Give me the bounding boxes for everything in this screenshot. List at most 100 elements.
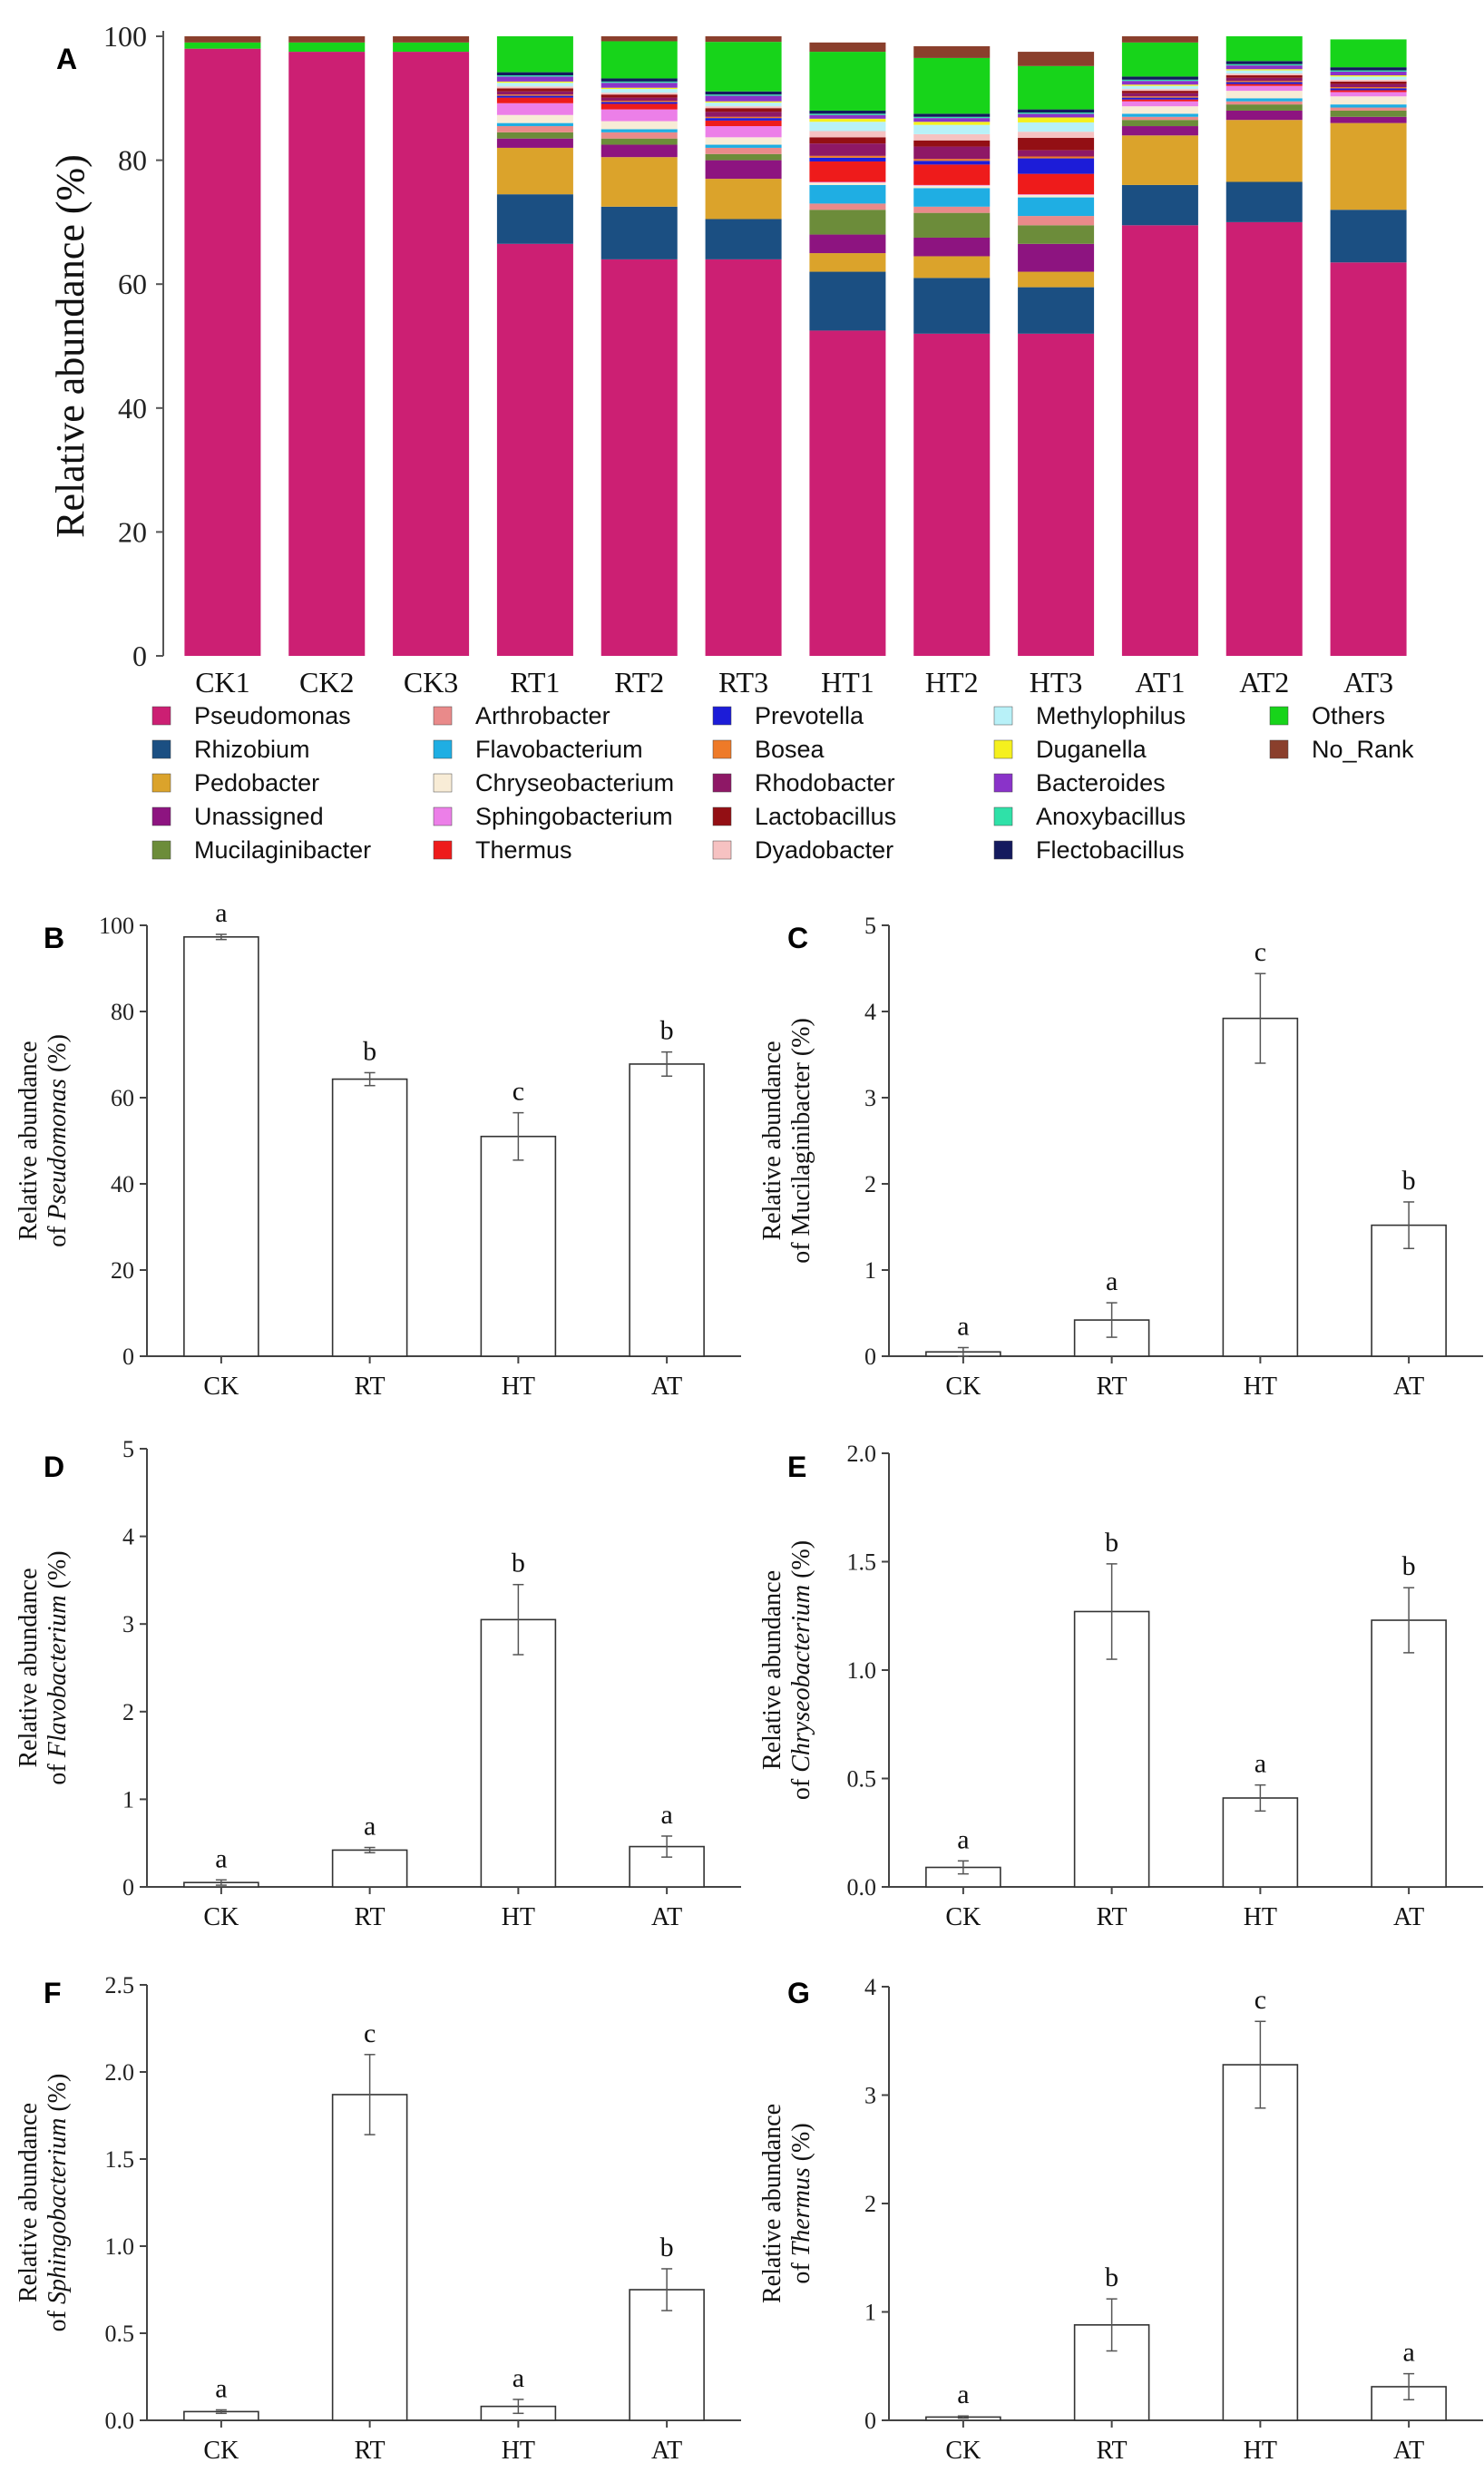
panel-a-bar-segment-rhodobacter	[600, 97, 678, 102]
panel-a-bar-segment-chryseobacterium	[496, 114, 573, 123]
panel-d-y-axis-label-prefix: of	[44, 1757, 72, 1784]
panel-a-bar-segment-unassigned	[496, 138, 573, 148]
panel-a-bar-segment-lactobacillus	[705, 108, 782, 112]
panel-a-bar-segment-no-rank	[184, 36, 261, 43]
panel-a-bar-segment-lactobacillus	[1018, 138, 1095, 151]
panel-e-bar	[1371, 1619, 1447, 1888]
panel-b-y-axis-label-taxon: Pseudomonas	[44, 1079, 72, 1221]
panel-d-significance-letter: b	[512, 1549, 525, 1578]
panel-g-y-axis-label-taxon: Thermus	[787, 2167, 815, 2256]
panel-e-y-tick-label: 0.5	[847, 1766, 877, 1793]
panel-a-bar-segment-unassigned	[913, 237, 991, 257]
legend-swatch-arthrobacter	[433, 706, 453, 726]
legend-label-bacteroides: Bacteroides	[1036, 769, 1166, 796]
panel-e-y-tick-label: 1.0	[847, 1657, 877, 1684]
panel-a-bar-segment-flectobacillus	[1121, 76, 1198, 80]
panel-c-y-tick-label: 0	[864, 1344, 876, 1370]
panel-a-bar-segment-others	[496, 36, 573, 73]
panel-a-bar-segment-rhodobacter	[496, 91, 573, 95]
panel-a-bar-segment-bosea	[809, 155, 886, 158]
panel-a-bar-segment-arthrobacter	[1121, 116, 1198, 121]
panel-a-bar-segment-duganella	[600, 87, 678, 90]
panel-b-bar	[629, 1063, 705, 1357]
panel-b-y-axis-label-line1: Relative abundance	[15, 1041, 43, 1240]
panel-d-y-axis-label-taxon: Flavobacterium	[44, 1595, 72, 1758]
panel-a-bar-segment-rhodobacter	[809, 143, 886, 156]
panel-g-y-axis-label-line1: Relative abundance	[758, 2104, 786, 2303]
legend-swatch-rhizobium	[151, 739, 171, 759]
panel-d-significance-letter: a	[364, 1812, 376, 1842]
panel-f-y-tick-label: 2.0	[105, 2059, 135, 2086]
panel-a-bar-segment-prevotella	[705, 118, 782, 121]
panel-a-bar-segment-methylophilus	[600, 89, 678, 93]
panel-f-category-label: HT	[502, 2437, 535, 2465]
panel-a-bar-segment-flectobacillus	[600, 78, 678, 82]
panel-a-bar-segment-anoxybacillus	[809, 113, 886, 115]
panel-f-significance-letter: b	[660, 2233, 674, 2262]
panel-d-y-tick-label: 1	[122, 1786, 134, 1813]
panel-b-y-axis-label-line2: of Pseudomonas (%)	[44, 1034, 72, 1247]
panel-a-bar-segment-rhizobium	[913, 278, 991, 334]
legend-swatch-chryseobacterium	[433, 773, 453, 793]
panel-a-bar-segment-duganella	[1018, 117, 1095, 122]
legend-swatch-duganella	[993, 739, 1013, 759]
panel-a-bar-segment-mucilaginibacter	[1018, 225, 1095, 244]
panel-f-category-label: CK	[203, 2437, 239, 2465]
panel-a-bar-segment-dyadobacter	[1330, 79, 1407, 82]
panel-c-y-axis-label-taxon: Mucilaginibacter	[787, 1062, 815, 1236]
panel-b-y-tick-label: 60	[111, 1085, 134, 1111]
panel-d-category-label: HT	[502, 1903, 535, 1931]
panel-a-bar-segment-thermus	[705, 120, 782, 127]
panel-f-significance-letter: a	[215, 2373, 227, 2403]
panel-a-bar-segment-prevotella	[809, 157, 886, 161]
panel-a-bar-segment-flavobacterium	[705, 144, 782, 148]
panel-d-y-tick-label: 5	[122, 1436, 134, 1462]
panel-a-bar-segment-lactobacillus	[600, 94, 678, 98]
legend-swatch-bacteroides	[993, 773, 1013, 793]
legend-swatch-pseudomonas	[151, 706, 171, 726]
panel-d-letter: D	[44, 1451, 64, 1483]
legend-swatch-flavobacterium	[433, 739, 453, 759]
panel-a-bar-segment-pedobacter	[913, 256, 991, 278]
panel-b-letter: B	[44, 922, 64, 954]
panel-a-bar-segment-sphingobacterium	[1121, 101, 1198, 107]
legend-label-sphingobacterium: Sphingobacterium	[475, 803, 673, 830]
panel-a-bar-segment-others	[913, 57, 991, 114]
legend-swatch-sphingobacterium	[433, 806, 453, 826]
legend-label-bosea: Bosea	[755, 736, 825, 763]
panel-a-bar-segment-pedobacter	[1330, 122, 1407, 210]
panel-a-bar-segment-pedobacter	[705, 179, 782, 220]
panel-a-bar-segment-thermus	[600, 103, 678, 110]
panel-c-y-tick-label: 4	[864, 999, 876, 1025]
panel-g-y-tick-label: 1	[864, 2300, 876, 2326]
panel-a-bar-segment-flavobacterium	[600, 129, 678, 132]
panel-f-y-axis-label-taxon: Sphingobacterium	[44, 2118, 72, 2304]
panel-b-bar	[183, 936, 259, 1357]
panel-a-bar-segment-prevotella	[496, 95, 573, 98]
panel-a-bar-segment-rhizobium	[809, 271, 886, 331]
panel-a-bar-segment-others	[600, 41, 678, 79]
panel-a-bar-segment-dyadobacter	[705, 106, 782, 109]
panel-a-bar-segment-bosea	[1121, 96, 1198, 98]
panel-a-y-axis-label: Relative abundance (%)	[48, 154, 93, 538]
panel-f-y-axis-label-line1: Relative abundance	[15, 2103, 43, 2302]
panel-a-bar-segment-chryseobacterium	[705, 137, 782, 145]
panel-c-y-axis-label-line1: Relative abundance	[758, 1041, 786, 1240]
panel-a-bar-segment-rhizobium	[1121, 184, 1198, 226]
legend-swatch-thermus	[433, 840, 453, 860]
panel-a-bar-segment-flectobacillus	[1018, 109, 1095, 113]
panel-a-bar-segment-chryseobacterium	[600, 121, 678, 130]
panel-a-bar-segment-methylophilus	[1018, 122, 1095, 132]
panel-a-y-tick-label: 60	[118, 268, 147, 300]
panel-a-bar-segment-mucilaginibacter	[600, 138, 678, 145]
panel-e-y-axis-label-prefix: of	[787, 1773, 815, 1800]
panel-f-category-label: AT	[651, 2437, 682, 2465]
panel-a-bar-segment-others	[1330, 39, 1407, 68]
panel-b-significance-letter: b	[363, 1036, 376, 1066]
panel-d-y-axis-label-line2: of Flavobacterium (%)	[44, 1550, 72, 1784]
panel-a-bar-segment-bacteroides	[705, 95, 782, 102]
panel-a-bar-segment-others	[288, 42, 366, 53]
panel-c-y-tick-label: 1	[864, 1257, 876, 1284]
